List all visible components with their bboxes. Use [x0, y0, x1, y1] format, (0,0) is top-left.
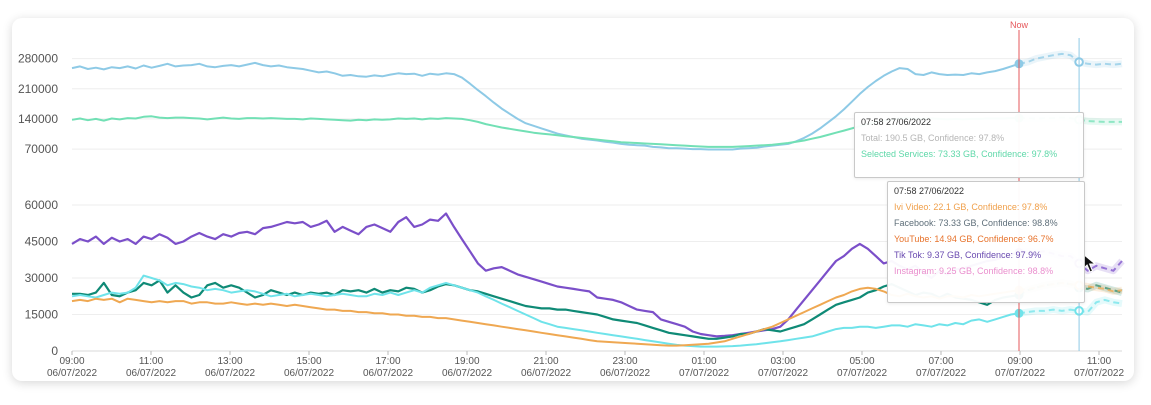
- forecast-line-instagram: [1018, 298, 1123, 315]
- tooltip-services-header: 07:58 27/06/2022: [894, 186, 965, 196]
- x-tick-time: 17:00: [375, 356, 400, 367]
- services-y-tick-label: 0: [51, 344, 58, 358]
- x-tick-date: 07/07/2022: [995, 368, 1045, 379]
- tooltip-totals-row-selected: Selected Services: 73.33 GB, Confidence:…: [861, 149, 1058, 159]
- services-y-tick-label: 60000: [25, 198, 59, 212]
- x-tick-date: 06/07/2022: [284, 368, 334, 379]
- x-tick-time: 21:00: [533, 356, 558, 367]
- x-axis: 09:0006/07/202211:0006/07/202213:0006/07…: [47, 350, 1124, 379]
- services-y-tick-label: 45000: [25, 235, 59, 249]
- chart-card: 280000 210000 140000 70000 60000 45000 30000 1…: [12, 18, 1134, 381]
- x-tick-date: 07/07/2022: [837, 368, 887, 379]
- x-tick-time: 11:00: [139, 356, 164, 367]
- x-tick-time: 03:00: [770, 356, 795, 367]
- tooltip-totals-header: 07:58 27/06/2022: [861, 117, 932, 127]
- x-tick-date: 06/07/2022: [442, 368, 492, 379]
- tooltip-services-row-ivi: Ivi Video: 22.1 GB, Confidence: 97.8%: [894, 202, 1048, 212]
- x-tick-date: 07/07/2022: [758, 368, 808, 379]
- x-tick-date: 06/07/2022: [205, 368, 255, 379]
- x-tick-time: 11:00: [1087, 356, 1112, 367]
- series-line-tiktok: [71, 212, 1020, 338]
- x-tick-date: 07/07/2022: [1074, 368, 1124, 379]
- tooltip-services-row-facebook: Facebook: 73.33 GB, Confidence: 98.8%: [894, 218, 1058, 228]
- x-tick-time: 15:00: [296, 356, 321, 367]
- tooltip-services: 07:58 27/06/2022 Ivi Video: 22.1 GB, Con…: [887, 181, 1085, 303]
- x-tick-time: 19:00: [454, 356, 479, 367]
- y-axis-totals: 280000 210000 140000 70000: [18, 52, 58, 156]
- forecast-line-total: [1018, 52, 1123, 66]
- series-line-total: [71, 61, 1020, 151]
- traffic-chart: 280000 210000 140000 70000 60000 45000 30000 1…: [18, 20, 1125, 379]
- x-tick-date: 07/07/2022: [679, 368, 729, 379]
- totals-y-tick-label: 70000: [25, 142, 59, 156]
- series-line-ivi: [71, 286, 1020, 347]
- x-tick-time: 23:00: [612, 356, 637, 367]
- services-y-tick-label: 15000: [25, 308, 59, 322]
- x-tick-time: 09:00: [59, 356, 84, 367]
- x-tick-time: 09:00: [1007, 356, 1032, 367]
- x-tick-time: 07:00: [928, 356, 953, 367]
- tooltip-totals-row-total: Total: 190.5 GB, Confidence: 97.8%: [861, 133, 1005, 143]
- x-tick-date: 06/07/2022: [47, 368, 97, 379]
- x-tick-time: 13:00: [217, 356, 242, 367]
- x-tick-date: 06/07/2022: [600, 368, 650, 379]
- y-axis-services: 60000 45000 30000 15000 0: [25, 198, 59, 358]
- totals-y-tick-label: 210000: [18, 82, 58, 96]
- totals-y-tick-label: 140000: [18, 112, 58, 126]
- tooltip-services-row-youtube: YouTube: 14.94 GB, Confidence: 96.7%: [894, 234, 1054, 244]
- now-label: Now: [1010, 20, 1029, 30]
- totals-y-tick-label: 280000: [18, 52, 58, 66]
- x-tick-date: 06/07/2022: [521, 368, 571, 379]
- tooltip-services-row-tiktok: Tik Tok: 9.37 GB, Confidence: 97.9%: [894, 250, 1042, 260]
- series-line-facebook: [72, 279, 1020, 340]
- tooltip-totals: 07:58 27/06/2022 Total: 190.5 GB, Confid…: [854, 112, 1084, 178]
- x-tick-date: 07/07/2022: [916, 368, 966, 379]
- services-y-tick-label: 30000: [25, 271, 59, 285]
- x-tick-date: 06/07/2022: [126, 368, 176, 379]
- x-tick-date: 06/07/2022: [363, 368, 413, 379]
- tooltip-services-row-instagram: Instagram: 9.25 GB, Confidence: 98.8%: [894, 266, 1054, 276]
- x-tick-time: 05:00: [849, 356, 874, 367]
- series-line-instagram: [71, 274, 1020, 348]
- x-tick-time: 01:00: [691, 356, 716, 367]
